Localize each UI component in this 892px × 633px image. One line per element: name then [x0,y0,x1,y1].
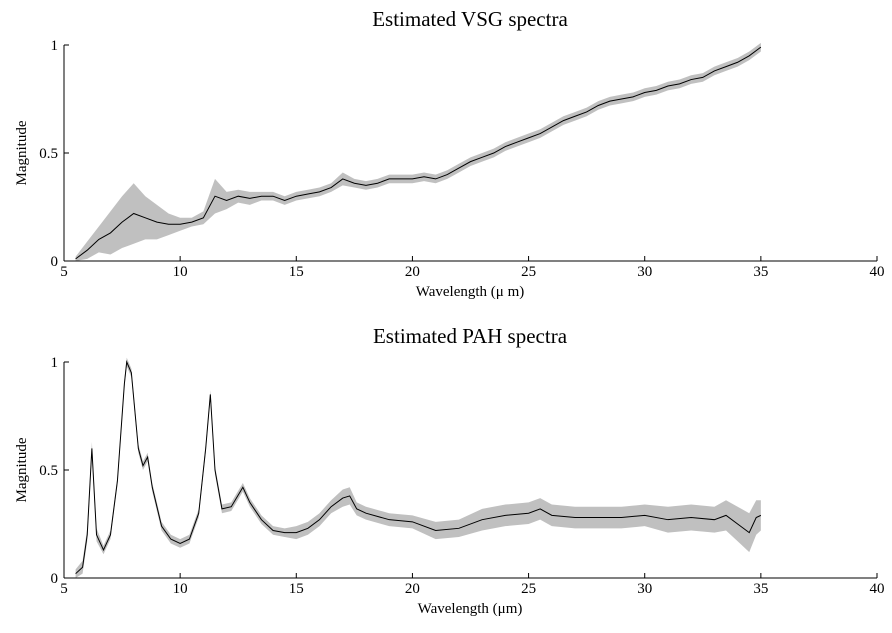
uncertainty-band [75,42,761,262]
x-tick-label: 40 [870,581,885,597]
x-tick-label: 35 [753,264,768,280]
y-axis-label: Magnitude [14,437,30,502]
spectrum-line [75,360,762,575]
x-tick-label: 5 [60,264,68,280]
x-tick-label: 30 [637,581,652,597]
x-axis-label: Wavelength (μ m) [416,284,524,300]
x-tick-label: 20 [405,581,420,597]
y-tick-label: 1 [51,355,59,371]
x-tick-label: 10 [173,581,188,597]
y-tick-label: 1 [51,38,59,54]
y-axis-label: Magnitude [14,120,30,185]
x-tick-label: 20 [405,264,420,280]
chart-title: Estimated PAH spectra [373,324,568,348]
y-tick-label: 0 [51,254,59,270]
y-tick-label: 0.5 [39,146,58,162]
x-tick-label: 35 [753,581,768,597]
x-tick-label: 40 [870,264,885,280]
y-tick-label: 0.5 [39,463,58,479]
uncertainty-band [75,357,761,578]
x-tick-label: 10 [173,264,188,280]
chart-title: Estimated VSG spectra [372,7,568,31]
x-tick-label: 25 [521,581,536,597]
x-tick-label: 30 [637,264,652,280]
x-tick-label: 25 [521,264,536,280]
x-axis-label: Wavelength (μm) [418,601,523,617]
spectrum-line [75,46,762,260]
x-tick-label: 15 [289,581,304,597]
x-tick-label: 5 [60,581,68,597]
y-tick-label: 0 [51,571,59,587]
x-tick-label: 15 [289,264,304,280]
